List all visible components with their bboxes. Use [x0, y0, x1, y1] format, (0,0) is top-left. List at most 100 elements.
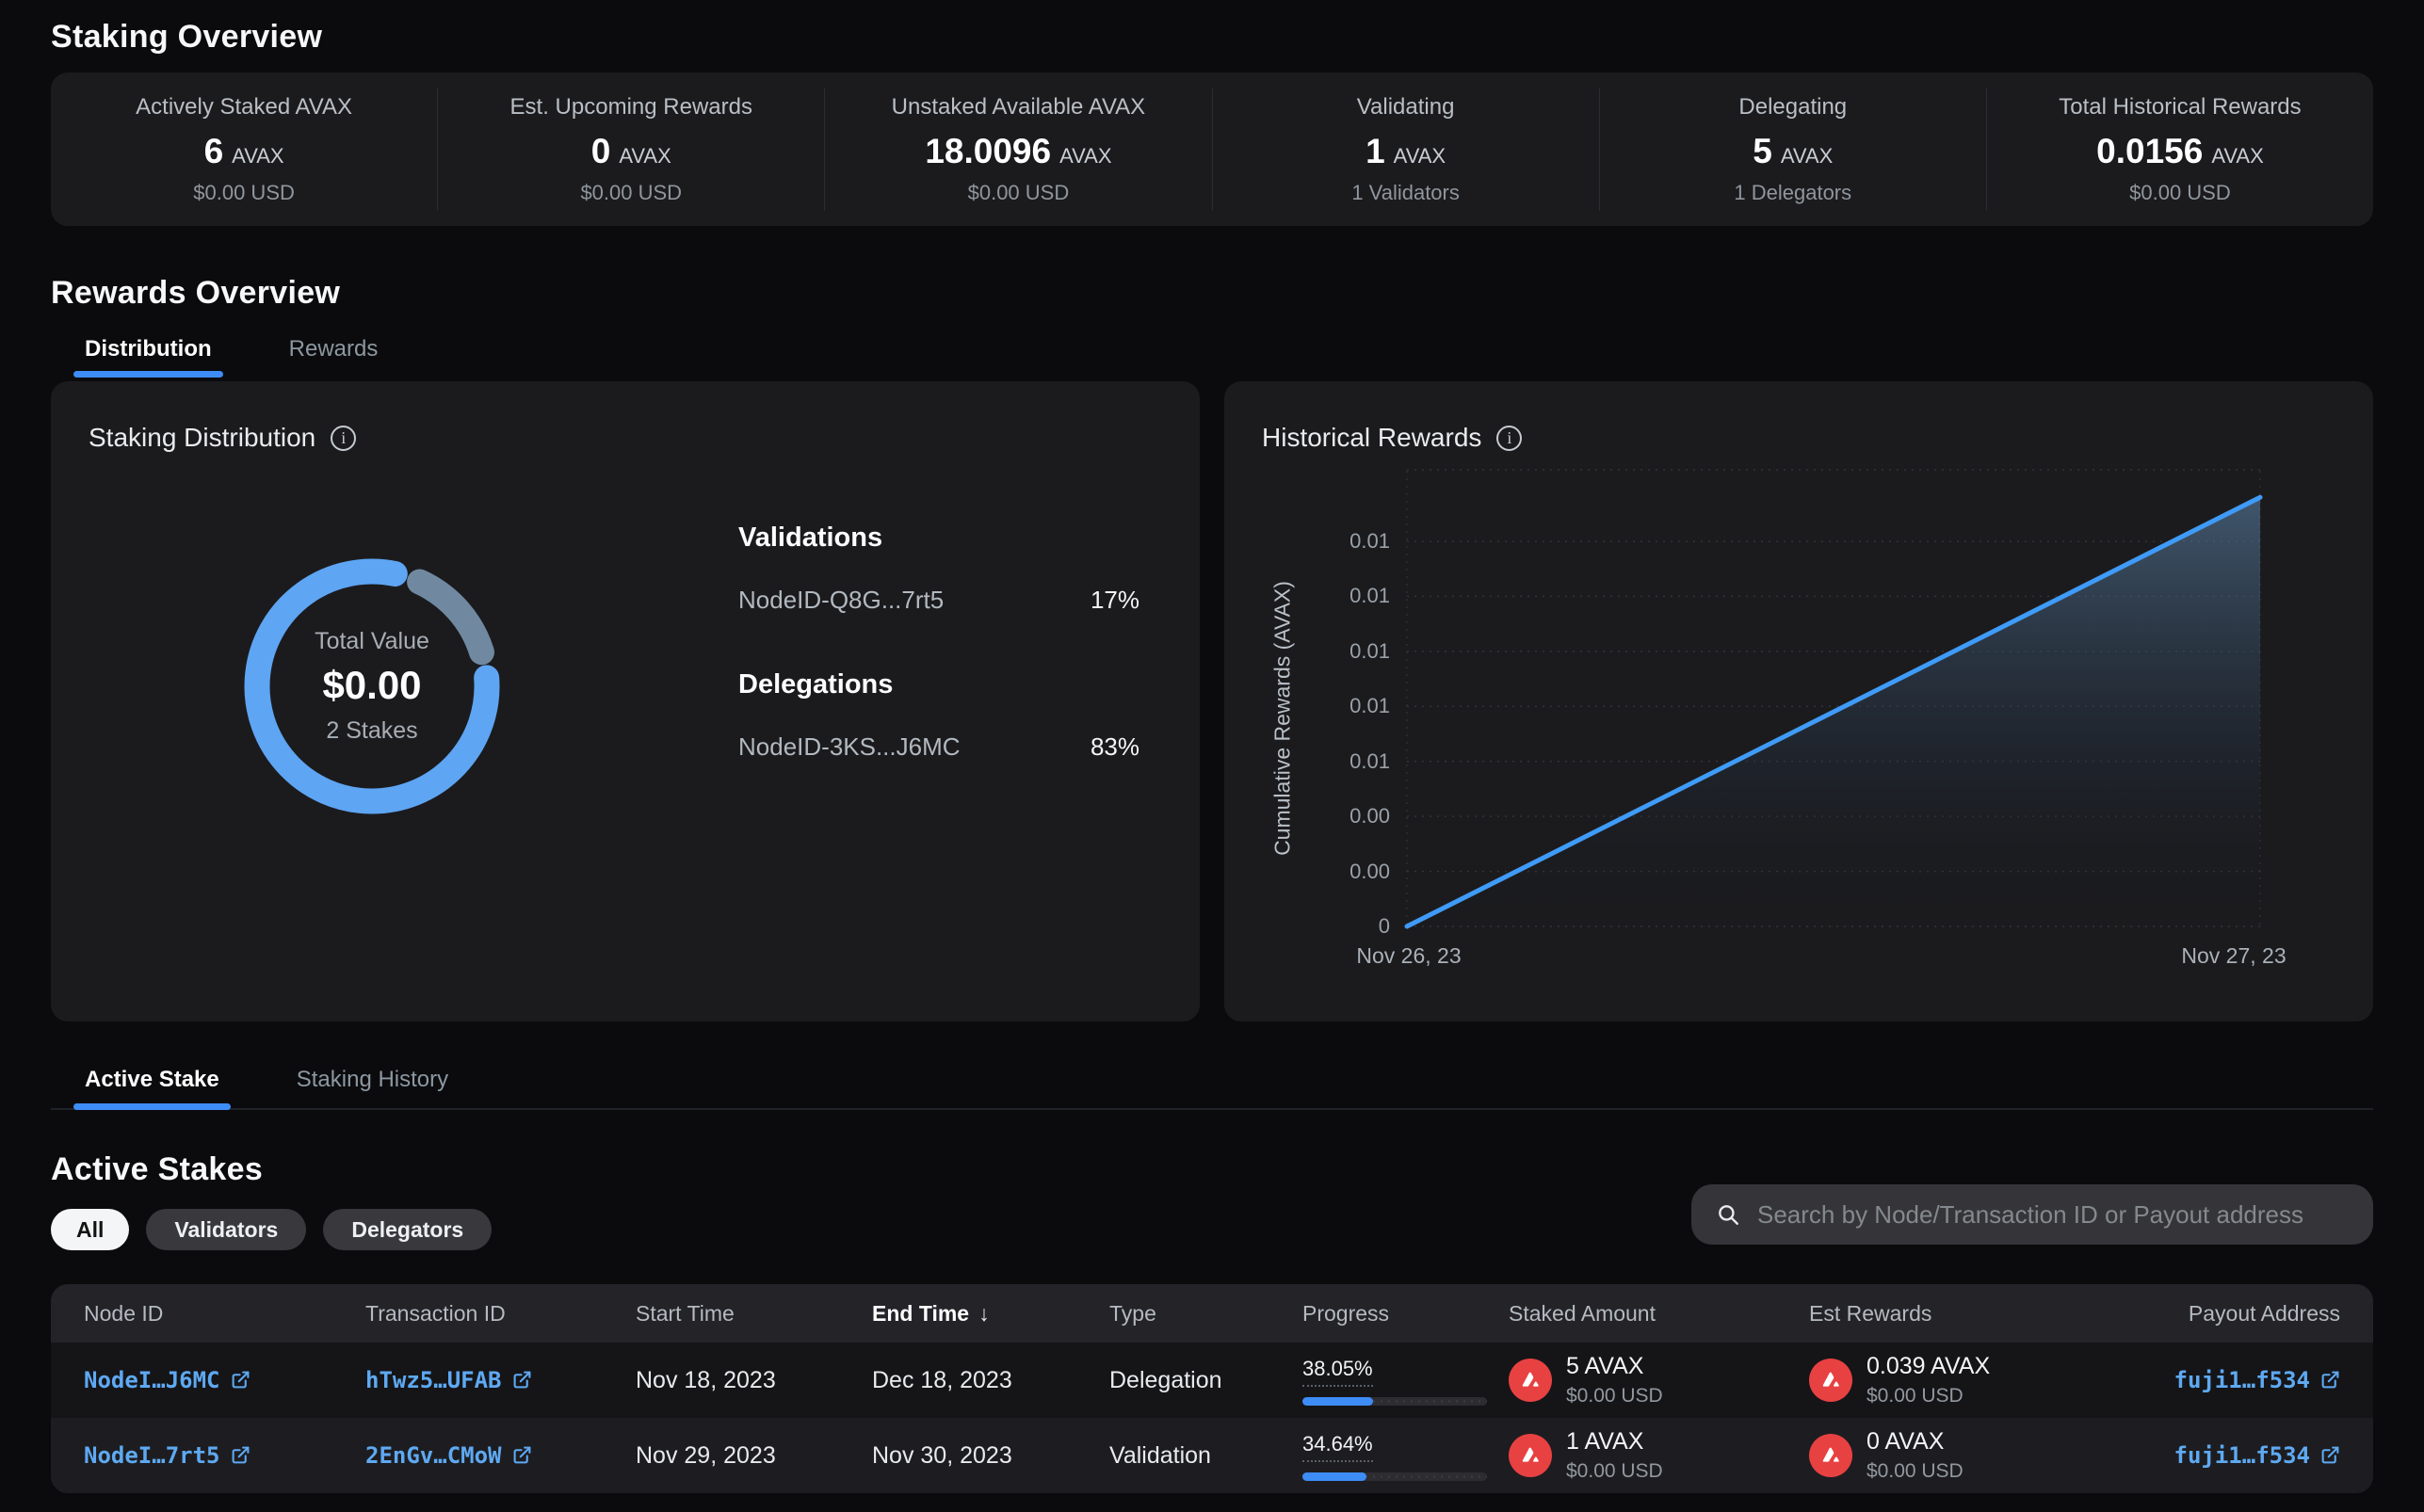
rewards-avax: 0.039 AVAX [1866, 1353, 1991, 1379]
stat-upcoming-rewards: Est. Upcoming Rewards 0 AVAX $0.00 USD [437, 88, 824, 211]
stat-unit: AVAX [619, 143, 671, 168]
tab-distribution[interactable]: Distribution [73, 336, 223, 378]
staked-avax: 5 AVAX [1566, 1353, 1644, 1379]
staking-distribution-donut-chart[interactable] [226, 540, 518, 832]
y-tick: 0.00 [1349, 804, 1390, 828]
staked-usd: $0.00 USD [1566, 1460, 1663, 1482]
historical-rewards-line-chart[interactable] [1403, 469, 2264, 930]
stat-value: 18.0096 [925, 131, 1052, 170]
external-link-icon [2321, 1371, 2339, 1389]
est-rewards-cell: 0.039 AVAX $0.00 USD [1809, 1353, 2029, 1407]
stat-delegating: Delegating 5 AVAX 1 Delegators [1598, 88, 1986, 211]
filter-validators[interactable]: Validators [146, 1209, 307, 1250]
stat-label: Delegating [1738, 93, 1848, 120]
rewards-usd: $0.00 USD [1866, 1460, 1963, 1482]
stat-value: 0.0156 [2096, 131, 2204, 170]
stat-unit: AVAX [1780, 143, 1834, 168]
filter-delegators[interactable]: Delegators [323, 1209, 493, 1250]
col-staked-amount[interactable]: Staked Amount [1509, 1300, 1656, 1326]
stake-type: Delegation [1109, 1366, 1222, 1393]
stat-label: Actively Staked AVAX [136, 93, 353, 120]
table-row: NodeI…7rt5 2EnGv…CMoW Nov 29, 2023 Nov 3… [51, 1418, 2373, 1493]
x-tick-end: Nov 27, 23 [2181, 943, 2287, 968]
info-icon[interactable]: i [331, 425, 357, 451]
info-icon[interactable]: i [1496, 425, 1523, 451]
transaction-id-link[interactable]: 2EnGv…CMoW [365, 1442, 532, 1469]
staking-distribution-title: Staking Distribution [89, 423, 316, 452]
staked-amount-cell: 5 AVAX $0.00 USD [1509, 1353, 1809, 1407]
external-link-icon [513, 1371, 530, 1389]
staked-avax: 1 AVAX [1566, 1428, 1644, 1455]
stat-unit: AVAX [232, 143, 284, 168]
donut-center: Total Value $0.00 2 Stakes [226, 540, 518, 832]
node-id-link[interactable]: NodeI…J6MC [84, 1367, 250, 1393]
col-transaction-id[interactable]: Transaction ID [365, 1300, 506, 1326]
delegations-heading: Delegations [738, 669, 894, 700]
stat-unstaked-available: Unstaked Available AVAX 18.0096 AVAX $0.0… [824, 88, 1211, 211]
payout-address-link[interactable]: fuji1…f534 [2174, 1367, 2341, 1393]
search-box [1691, 1184, 2373, 1245]
sort-desc-icon: ↓ [978, 1300, 990, 1326]
stake-type: Validation [1109, 1441, 1211, 1469]
col-start-time[interactable]: Start Time [636, 1300, 735, 1326]
stat-actively-staked: Actively Staked AVAX 6 AVAX $0.00 USD [51, 88, 437, 211]
col-est-rewards[interactable]: Est Rewards [1809, 1300, 1932, 1326]
y-tick: 0.01 [1349, 694, 1390, 718]
search-input[interactable] [1757, 1199, 2349, 1230]
table-row: NodeI…J6MC hTwz5…UFAB Nov 18, 2023 Dec 1… [51, 1343, 2373, 1418]
stat-label: Unstaked Available AVAX [891, 93, 1146, 120]
progress-bar [1302, 1472, 1487, 1481]
stat-value: 1 [1366, 131, 1385, 170]
col-type[interactable]: Type [1109, 1300, 1156, 1326]
progress-percent[interactable]: 34.64% [1302, 1432, 1373, 1462]
col-node-id[interactable]: Node ID [84, 1300, 164, 1326]
tab-staking-history[interactable]: Staking History [296, 1067, 449, 1092]
y-tick: 0.01 [1349, 748, 1390, 773]
stat-sub: $0.00 USD [2129, 180, 2231, 204]
node-id-link[interactable]: NodeI…7rt5 [84, 1442, 250, 1469]
payout-address-link[interactable]: fuji1…f534 [2174, 1442, 2341, 1469]
active-stakes-title: Active Stakes [51, 1151, 264, 1187]
donut-center-label: Total Value [315, 628, 429, 654]
stat-unit: AVAX [1393, 143, 1446, 168]
start-time: Nov 29, 2023 [636, 1441, 776, 1469]
col-end-time[interactable]: End Time ↓ [872, 1300, 990, 1326]
validations-heading: Validations [738, 523, 883, 553]
col-progress[interactable]: Progress [1302, 1300, 1390, 1326]
stat-label: Est. Upcoming Rewards [509, 93, 752, 120]
delegation-node-id: NodeID-3KS...J6MC [738, 732, 961, 761]
stat-unit: AVAX [2211, 143, 2264, 168]
progress-cell: 38.05% [1302, 1355, 1509, 1406]
start-time: Nov 18, 2023 [636, 1366, 776, 1393]
y-tick: 0.01 [1349, 638, 1390, 663]
y-tick: 0.00 [1349, 859, 1390, 883]
stat-sub: 1 Delegators [1734, 180, 1852, 204]
y-tick: 0.01 [1349, 584, 1390, 608]
x-tick-start: Nov 26, 23 [1356, 943, 1462, 968]
stat-label: Validating [1356, 93, 1455, 120]
tab-rewards[interactable]: Rewards [288, 336, 379, 362]
y-tick: 0 [1378, 914, 1390, 938]
staked-amount-cell: 1 AVAX $0.00 USD [1509, 1428, 1809, 1483]
filter-all[interactable]: All [51, 1209, 130, 1250]
tab-active-stake[interactable]: Active Stake [73, 1067, 231, 1110]
donut-center-value: $0.00 [322, 663, 422, 707]
page-title: Staking Overview [51, 19, 323, 55]
transaction-id-link[interactable]: hTwz5…UFAB [365, 1367, 532, 1393]
distribution-list: Validations NodeID-Q8G...7rt5 17% Delega… [738, 523, 1139, 762]
stat-value: 0 [590, 131, 611, 170]
staking-distribution-card: Staking Distribution i Total Value $0.00… [51, 381, 1200, 1021]
progress-percent[interactable]: 38.05% [1302, 1357, 1373, 1387]
stake-filters: All Validators Delegators [51, 1209, 493, 1250]
col-payout-address[interactable]: Payout Address [2188, 1300, 2340, 1326]
stat-unit: AVAX [1059, 143, 1112, 168]
stat-sub: 1 Validators [1351, 180, 1460, 204]
validation-percent: 17% [1090, 586, 1139, 614]
stat-historical-rewards: Total Historical Rewards 0.0156 AVAX $0.0… [1985, 88, 2373, 211]
delegation-row: NodeID-3KS...J6MC 83% [738, 732, 1139, 762]
rewards-usd: $0.00 USD [1866, 1385, 1963, 1407]
avax-logo-icon [1809, 1434, 1852, 1477]
delegation-percent: 83% [1090, 732, 1139, 761]
y-tick: 0.01 [1349, 529, 1390, 553]
